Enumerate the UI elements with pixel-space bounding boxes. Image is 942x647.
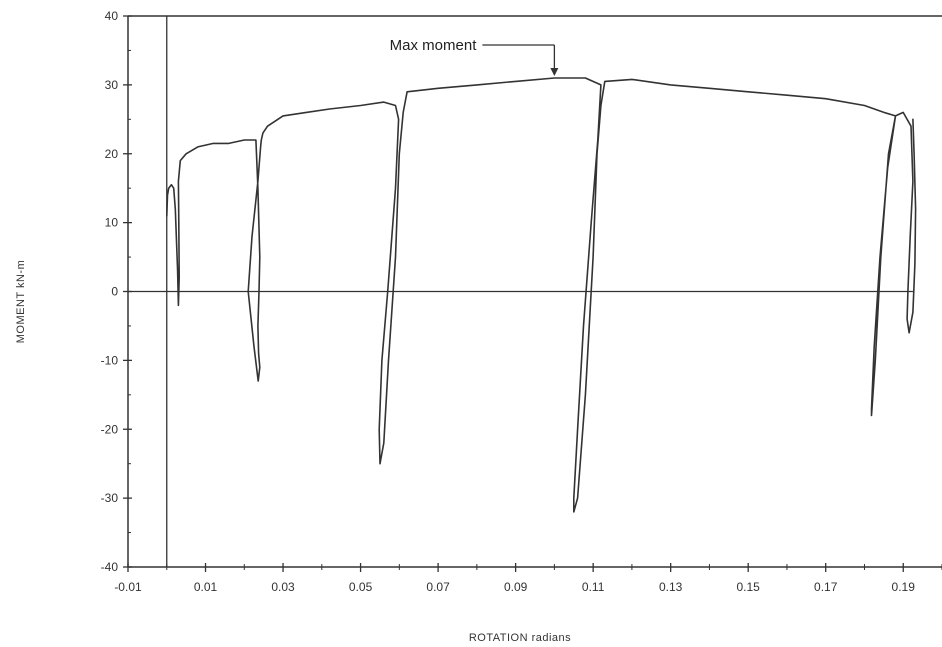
x-tick-label: 0.05 xyxy=(349,580,373,594)
x-tick-label: 0.19 xyxy=(892,580,916,594)
x-tick-label: 0.13 xyxy=(659,580,683,594)
series-line-1 xyxy=(167,78,916,512)
y-axis-title: MOMENT kN-m xyxy=(15,260,27,344)
y-tick-label: 30 xyxy=(105,78,119,92)
y-tick-label: -10 xyxy=(101,353,119,367)
x-tick-label: 0.07 xyxy=(426,580,450,594)
y-tick-label: -30 xyxy=(101,491,119,505)
y-tick-label: 20 xyxy=(105,147,119,161)
x-tick-label: 0.01 xyxy=(194,580,218,594)
curves xyxy=(167,78,916,512)
y-tick-label: 10 xyxy=(105,216,119,230)
ticks: 40 30 20 10 0 -10 -20 -30 -40 -0.01 0.01 0.03 0.05 0.… xyxy=(101,9,942,594)
x-tick-label: 0.03 xyxy=(271,580,295,594)
x-tick-label: -0.01 xyxy=(114,580,142,594)
x-axis-title: ROTATION radians xyxy=(469,632,571,644)
x-tick-label: 0.09 xyxy=(504,580,528,594)
annotation-max-moment: Max moment xyxy=(390,37,478,54)
annotation-layer: Max moment xyxy=(390,37,559,76)
y-tick-label: -40 xyxy=(101,560,119,574)
x-tick-label: 0.17 xyxy=(814,580,838,594)
y-tick-label: 40 xyxy=(105,9,119,23)
annotation-arrow-head xyxy=(550,68,558,76)
y-tick-label: 0 xyxy=(111,285,118,299)
x-tick-label: 0.11 xyxy=(582,580,605,594)
x-tick-label: 0.15 xyxy=(737,580,761,594)
y-tick-label: -20 xyxy=(101,422,119,436)
